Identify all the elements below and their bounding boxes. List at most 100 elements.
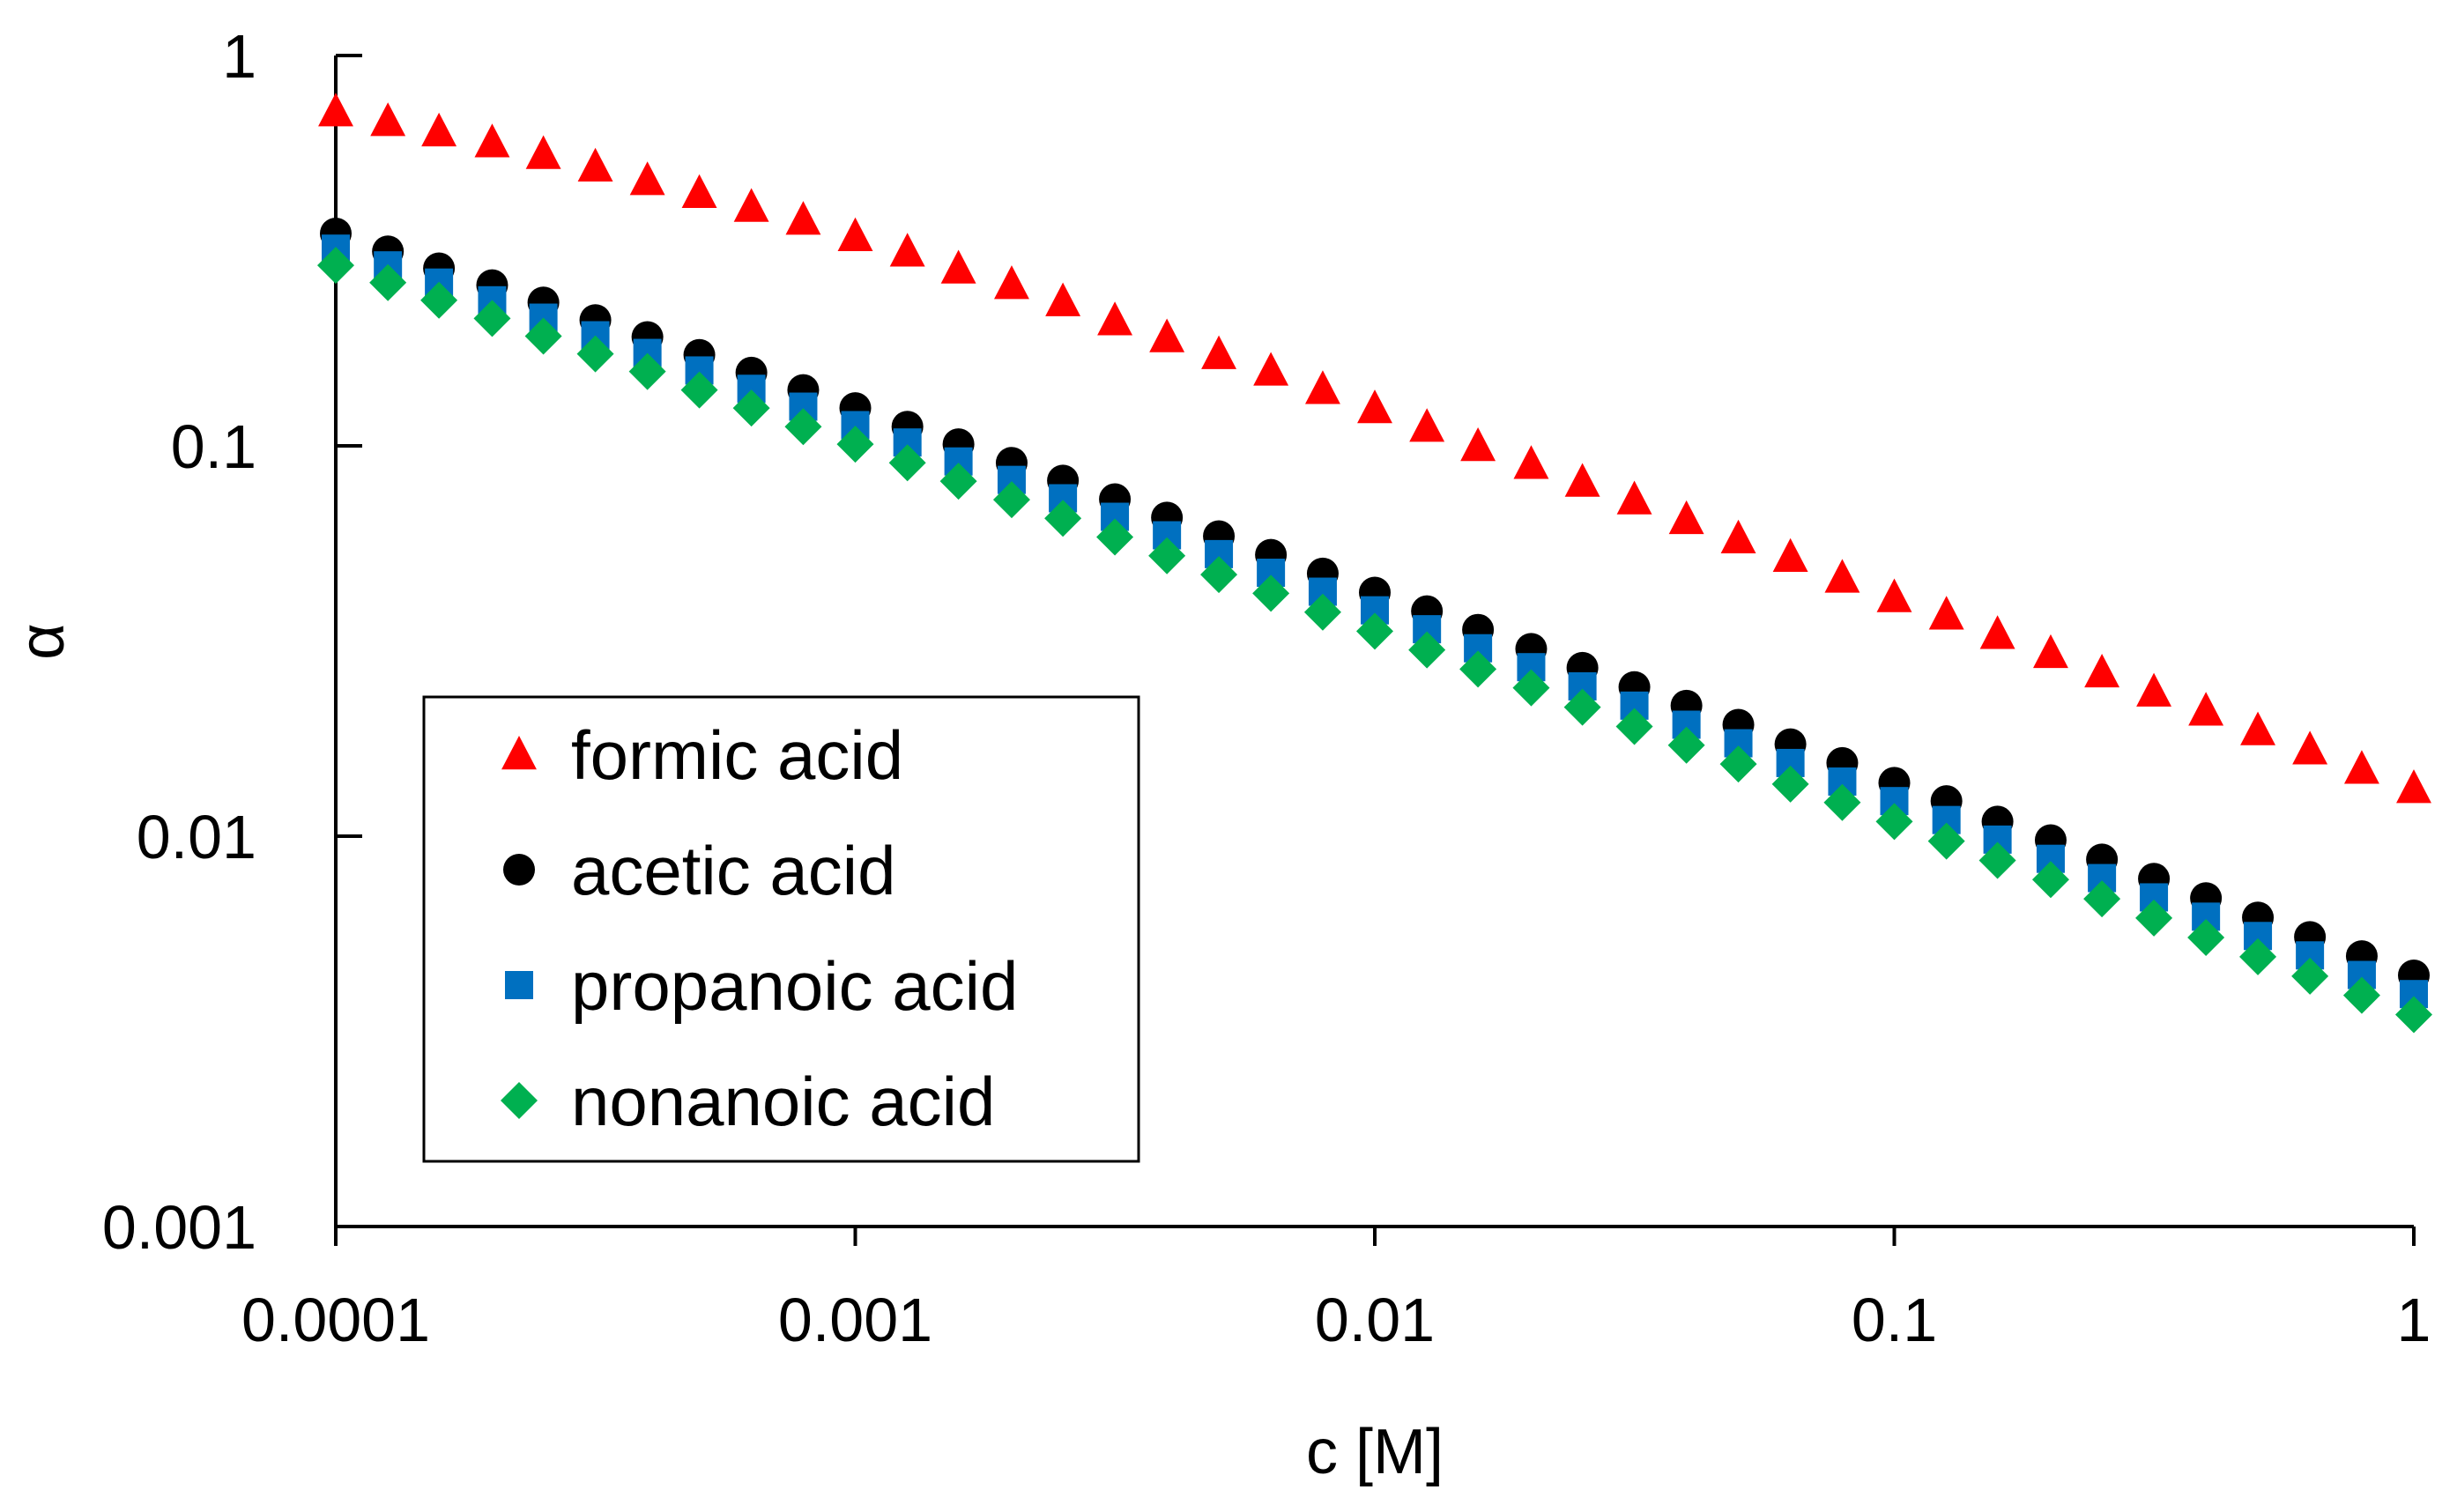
data-point — [732, 389, 770, 427]
data-point — [1979, 615, 2015, 649]
data-point — [2240, 711, 2276, 745]
data-point — [1876, 578, 1912, 612]
x-tick-label: 0.01 — [1315, 1286, 1435, 1354]
y-tick-label: 0.1 — [171, 412, 256, 481]
x-tick-label: 1 — [2397, 1286, 2431, 1354]
data-point — [1200, 556, 1238, 594]
data-point — [2188, 692, 2224, 726]
data-point — [1615, 708, 1653, 745]
data-point — [474, 123, 510, 158]
legend-label: propanoic acid — [571, 947, 1018, 1025]
data-point — [2342, 976, 2380, 1014]
series-propanoic-acid — [322, 234, 2428, 1009]
y-tick-label: 0.001 — [102, 1193, 256, 1262]
x-tick-label: 0.1 — [1852, 1286, 1937, 1354]
data-point — [1771, 765, 1809, 803]
data-point — [2031, 861, 2069, 899]
y-tick-label: 1 — [222, 22, 256, 91]
data-point — [2033, 634, 2068, 669]
data-point — [837, 217, 873, 251]
legend-item-nonanoic-acid: nonanoic acid — [501, 1063, 995, 1140]
data-point — [1513, 445, 1549, 479]
data-point — [733, 188, 769, 222]
legend-item-acetic-acid: acetic acid — [503, 832, 896, 909]
data-point — [889, 233, 925, 267]
data-point — [1667, 726, 1705, 764]
data-point — [2396, 769, 2431, 804]
data-point — [2187, 919, 2225, 957]
data-point — [940, 249, 976, 284]
data-point — [1772, 537, 1808, 573]
data-point — [681, 174, 717, 208]
data-point — [1460, 427, 1496, 462]
data-point — [1512, 669, 1550, 707]
data-point — [1409, 408, 1445, 442]
data-point — [784, 408, 822, 446]
data-point — [1149, 318, 1185, 352]
data-point — [370, 102, 406, 137]
legend-marker — [501, 736, 537, 770]
y-axis-title: α — [7, 623, 78, 660]
data-point — [994, 265, 1029, 300]
legend-items: formic acid acetic acid propanoic acid nona… — [501, 716, 1018, 1140]
data-point — [1408, 631, 1446, 669]
x-axis-title: c [M] — [1306, 1417, 1444, 1487]
data-point — [2343, 750, 2379, 784]
data-point — [1201, 335, 1237, 369]
data-point — [317, 247, 354, 285]
data-point — [2239, 938, 2277, 975]
series-formic-acid — [318, 93, 2431, 804]
data-point — [577, 147, 613, 182]
data-point — [1823, 783, 1861, 821]
x-tick-label: 0.0001 — [241, 1286, 430, 1354]
ticks: 0.0001 0.001 0.01 0.1 1 0.001 0.01 0.1 1 — [102, 22, 2431, 1354]
series — [317, 93, 2432, 1034]
data-point — [1356, 612, 1393, 650]
legend-item-propanoic-acid: propanoic acid — [505, 947, 1018, 1025]
data-point — [628, 352, 666, 390]
data-point — [1097, 301, 1133, 336]
x-tick-label: 0.001 — [778, 1286, 932, 1354]
data-point — [1563, 688, 1601, 726]
data-point — [785, 201, 821, 235]
data-point — [473, 300, 511, 337]
data-point — [939, 463, 977, 500]
data-point — [2083, 880, 2121, 918]
data-point — [1459, 650, 1497, 688]
data-point — [2135, 899, 2173, 937]
data-point — [1357, 389, 1392, 424]
data-point — [524, 317, 562, 355]
data-point — [1303, 593, 1341, 631]
data-point — [2084, 653, 2120, 688]
data-point — [836, 426, 874, 463]
data-point — [1253, 352, 1289, 386]
data-point — [1616, 480, 1652, 515]
legend-box — [422, 695, 1140, 1163]
data-point — [1044, 500, 1082, 537]
legend-marker — [505, 971, 533, 999]
data-point — [1096, 518, 1134, 556]
data-point — [1824, 559, 1860, 593]
data-point — [1875, 803, 1913, 841]
legend-label: formic acid — [571, 716, 903, 794]
data-point — [629, 161, 665, 196]
legend-marker — [501, 1082, 538, 1119]
data-point — [1304, 370, 1340, 404]
legend-item-formic-acid: formic acid — [501, 716, 903, 794]
data-point — [1668, 500, 1704, 535]
data-point — [421, 112, 457, 147]
data-point — [318, 93, 353, 127]
data-point — [1927, 822, 1965, 860]
data-point — [888, 444, 926, 482]
data-point — [2291, 957, 2329, 995]
data-point — [1978, 841, 2016, 879]
data-point — [2395, 996, 2432, 1034]
data-point — [525, 135, 561, 169]
data-point — [1720, 519, 1756, 554]
data-point — [1148, 537, 1186, 574]
data-point — [1719, 745, 1757, 783]
data-point — [1252, 574, 1290, 612]
data-point — [1045, 282, 1081, 316]
